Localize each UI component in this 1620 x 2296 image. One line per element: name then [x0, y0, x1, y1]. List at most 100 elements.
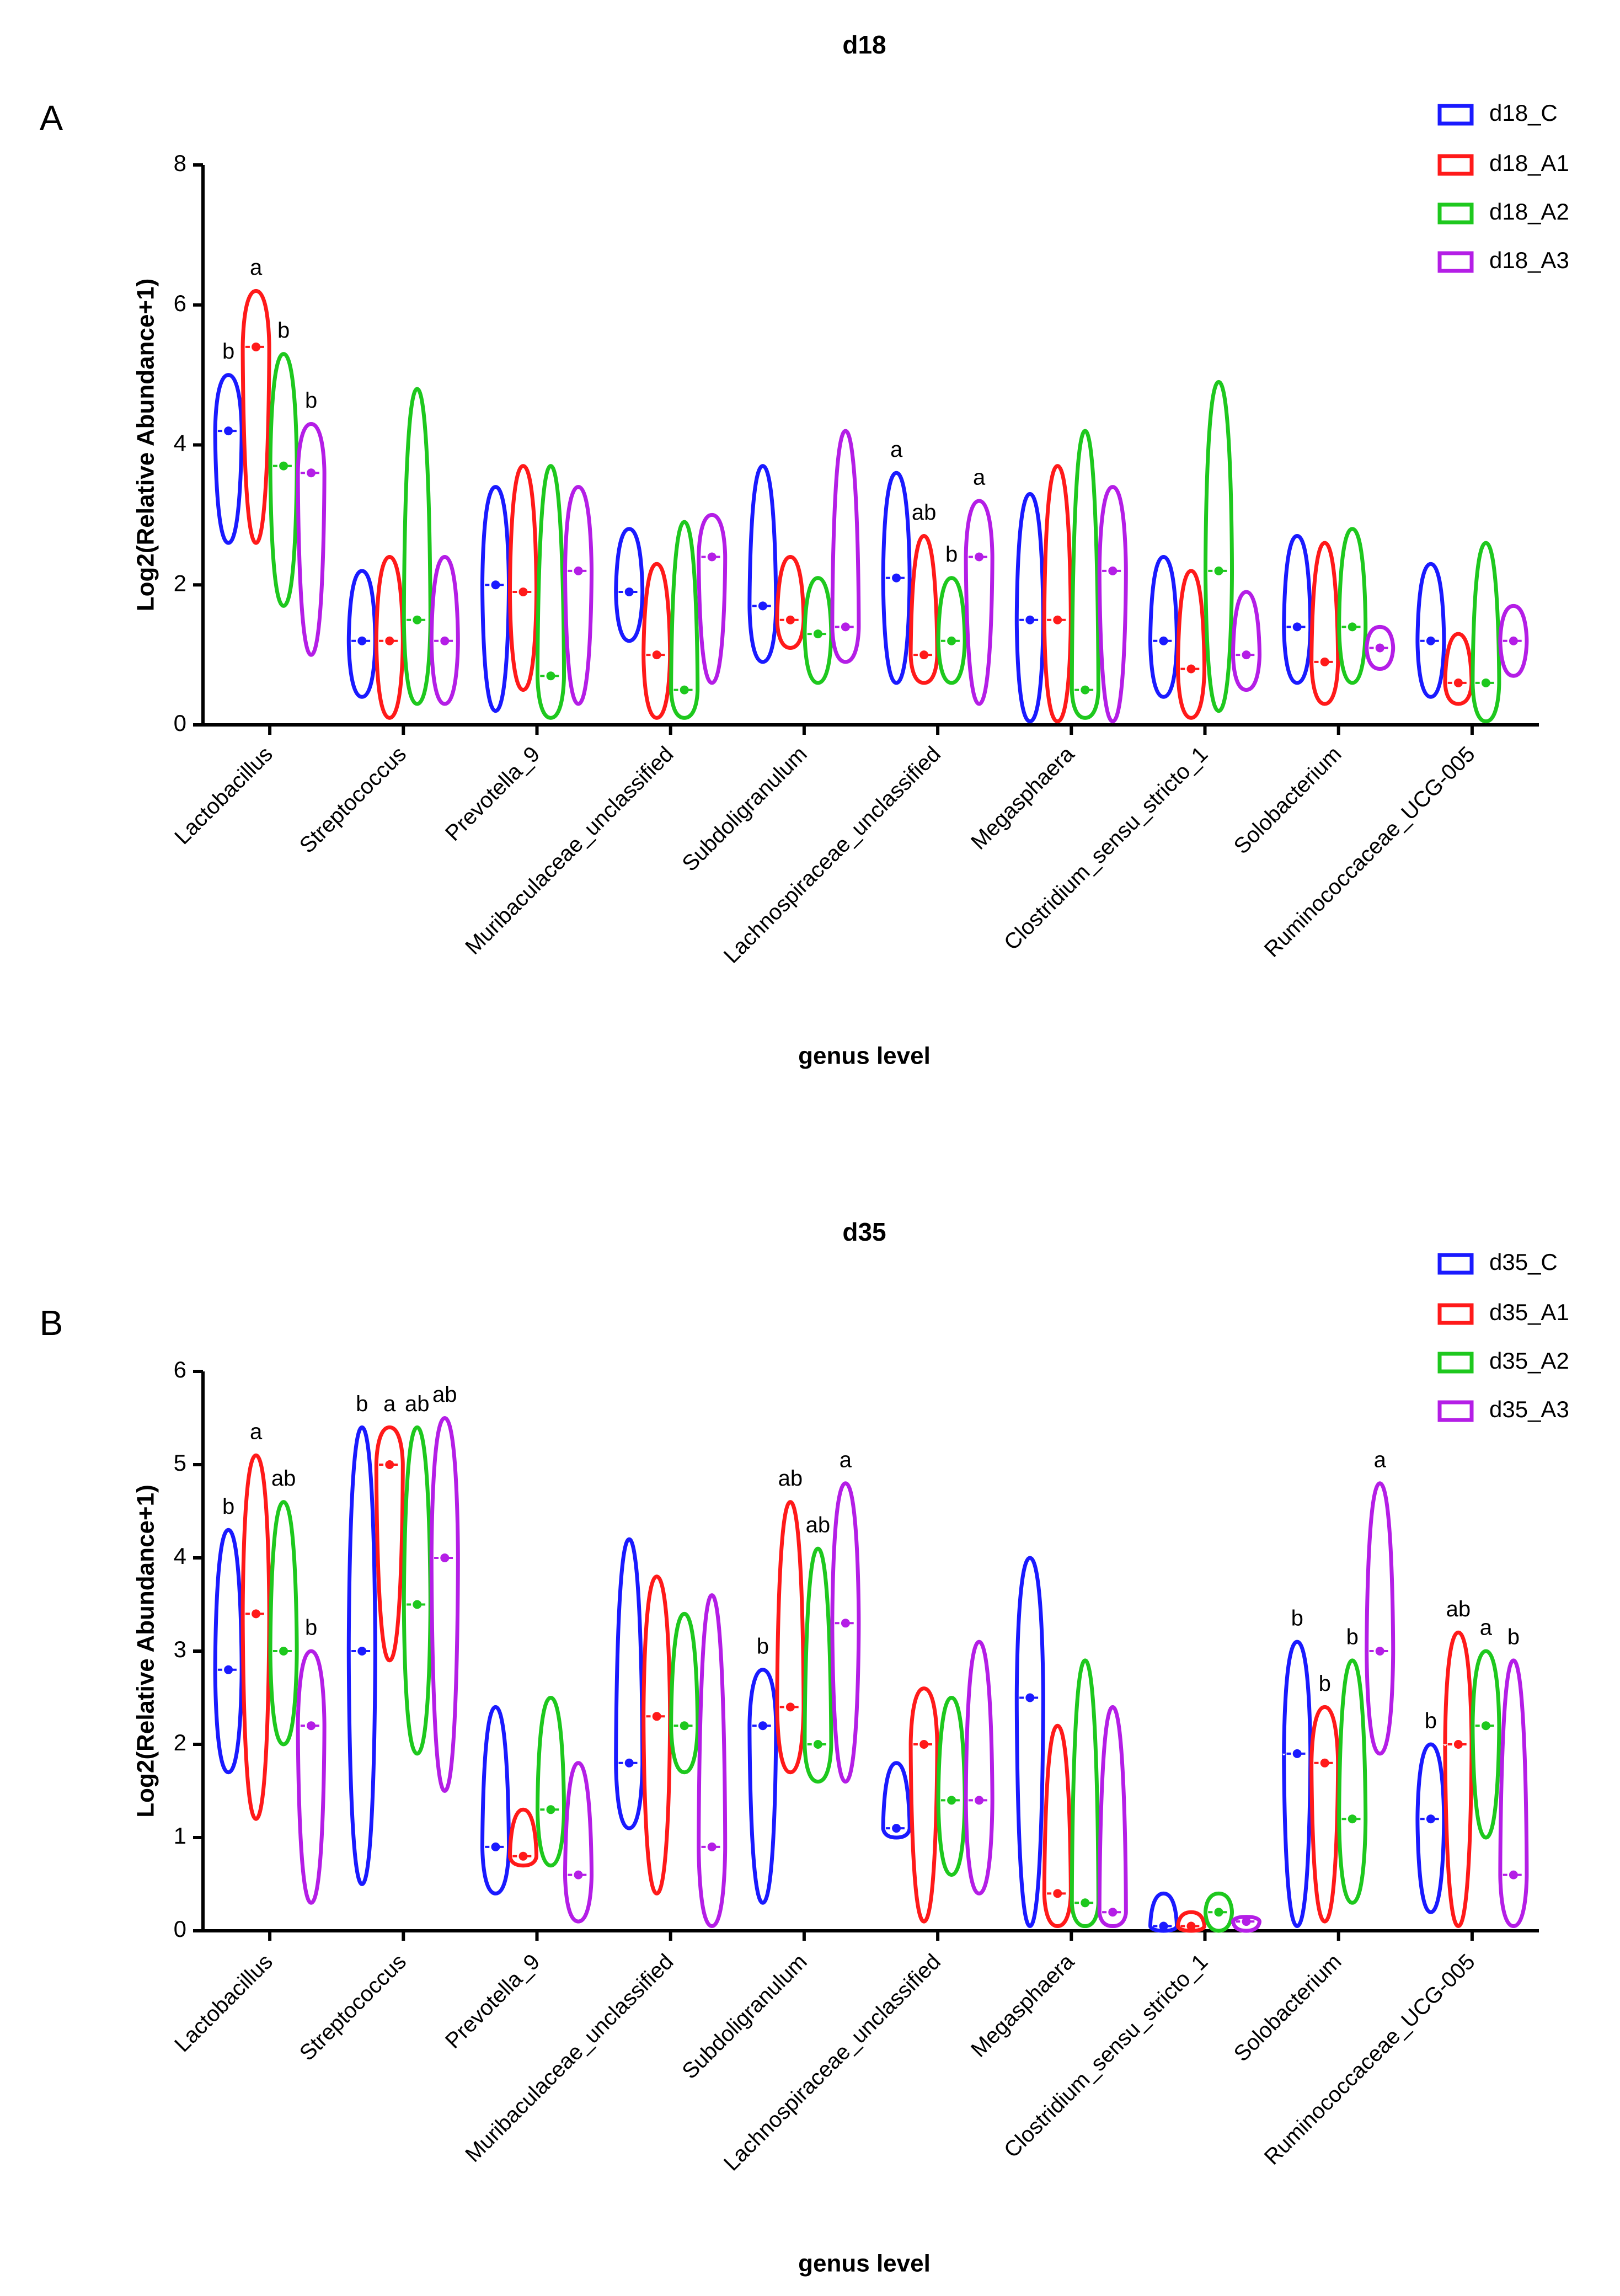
- violin: [429, 555, 460, 706]
- median-point: [1292, 1749, 1302, 1758]
- median-point: [385, 636, 394, 645]
- significance-label: b: [305, 388, 317, 413]
- median-point: [624, 1758, 634, 1768]
- violin: [429, 1416, 460, 1793]
- violin: [213, 373, 244, 545]
- y-axis-label: Log2(Relative Abundance+1): [132, 1485, 159, 1818]
- median-point: [574, 1870, 583, 1879]
- violin: [830, 1481, 861, 1784]
- median-point: [707, 552, 717, 562]
- significance-label: b: [1291, 1606, 1303, 1631]
- violin: [536, 464, 566, 720]
- violin: [1014, 1556, 1045, 1929]
- violin: [268, 1500, 299, 1747]
- x-axis-label: genus level: [798, 2250, 931, 2277]
- significance-label: b: [277, 318, 290, 343]
- median-point: [785, 615, 795, 624]
- median-point: [518, 587, 528, 596]
- x-tick-label: Streptococcus: [295, 1950, 411, 2065]
- significance-label: a: [383, 1392, 396, 1416]
- median-point: [1348, 1814, 1357, 1824]
- median-point: [1159, 636, 1168, 645]
- significance-label: b: [1507, 1625, 1520, 1649]
- significance-label: a: [840, 1448, 852, 1472]
- violin: [697, 512, 728, 685]
- violin: [1471, 541, 1501, 724]
- significance-label: b: [1319, 1672, 1331, 1696]
- violin: [641, 562, 672, 720]
- median-point: [252, 1609, 261, 1619]
- significance-label: b: [305, 1616, 317, 1640]
- panel-label: B: [40, 1303, 63, 1343]
- median-point: [1159, 1921, 1168, 1931]
- violin: [1042, 464, 1073, 724]
- significance-label: ab: [806, 1513, 831, 1537]
- median-point: [813, 1740, 822, 1749]
- median-point: [1426, 1814, 1435, 1824]
- median-point: [1025, 615, 1035, 624]
- median-point: [1453, 1740, 1463, 1749]
- median-point: [1081, 1898, 1090, 1908]
- median-point: [1186, 664, 1196, 674]
- median-point: [1214, 1908, 1223, 1917]
- legend-label: d35_A3: [1489, 1396, 1569, 1422]
- significance-label: b: [222, 339, 234, 364]
- median-point: [440, 636, 450, 645]
- violin: [563, 1761, 594, 1924]
- significance-label: ab: [778, 1466, 803, 1491]
- median-point: [1426, 636, 1435, 645]
- violin: [614, 527, 645, 643]
- median-point: [1481, 678, 1490, 687]
- violin: [669, 1611, 700, 1775]
- median-point: [307, 468, 316, 478]
- x-tick-label: Prevotella_9: [441, 742, 544, 846]
- violin: [830, 429, 861, 664]
- violin: [1176, 1910, 1206, 1933]
- y-tick-label: 0: [174, 710, 186, 736]
- violin: [881, 471, 912, 685]
- median-point: [947, 1796, 956, 1805]
- violin: [480, 1705, 511, 1895]
- median-point: [279, 1647, 288, 1656]
- violin: [402, 1425, 432, 1756]
- x-tick-label: Muribaculaceae_unclassified: [461, 1950, 678, 2167]
- violin: [747, 464, 778, 664]
- violin: [1415, 1742, 1446, 1914]
- violin: [1070, 429, 1100, 720]
- violin: [803, 1546, 833, 1784]
- violin: [296, 421, 327, 657]
- violin: [1148, 1891, 1179, 1933]
- violin: [1282, 533, 1313, 685]
- violin: [1365, 624, 1396, 671]
- median-point: [1348, 622, 1357, 632]
- violin: [1498, 1658, 1529, 1929]
- legend-swatch: [1437, 154, 1474, 176]
- y-tick-label: 6: [174, 290, 186, 316]
- median-point: [813, 629, 822, 639]
- significance-label: a: [973, 466, 986, 490]
- median-point: [1375, 1647, 1384, 1656]
- chart-title: d35: [842, 1218, 886, 1246]
- median-point: [652, 650, 661, 660]
- legend-label: d35_C: [1489, 1249, 1558, 1275]
- legend-swatch: [1437, 1253, 1474, 1275]
- legend-label: d35_A2: [1489, 1348, 1569, 1374]
- median-point: [385, 1460, 394, 1469]
- violin: [697, 1593, 728, 1929]
- violin: [374, 1425, 405, 1663]
- significance-label: ab: [912, 500, 937, 525]
- median-point: [680, 1721, 689, 1731]
- median-point: [919, 650, 929, 660]
- violin: [1309, 541, 1340, 706]
- median-point: [1242, 650, 1251, 660]
- violin: [268, 352, 299, 608]
- significance-label: ab: [405, 1392, 430, 1416]
- x-tick-label: Prevotella_9: [441, 1950, 544, 2053]
- median-point: [841, 622, 850, 632]
- median-point: [491, 1842, 500, 1851]
- significance-label: a: [250, 1420, 263, 1444]
- median-point: [224, 1665, 233, 1674]
- x-tick-label: Subdoligranulum: [677, 1950, 811, 2084]
